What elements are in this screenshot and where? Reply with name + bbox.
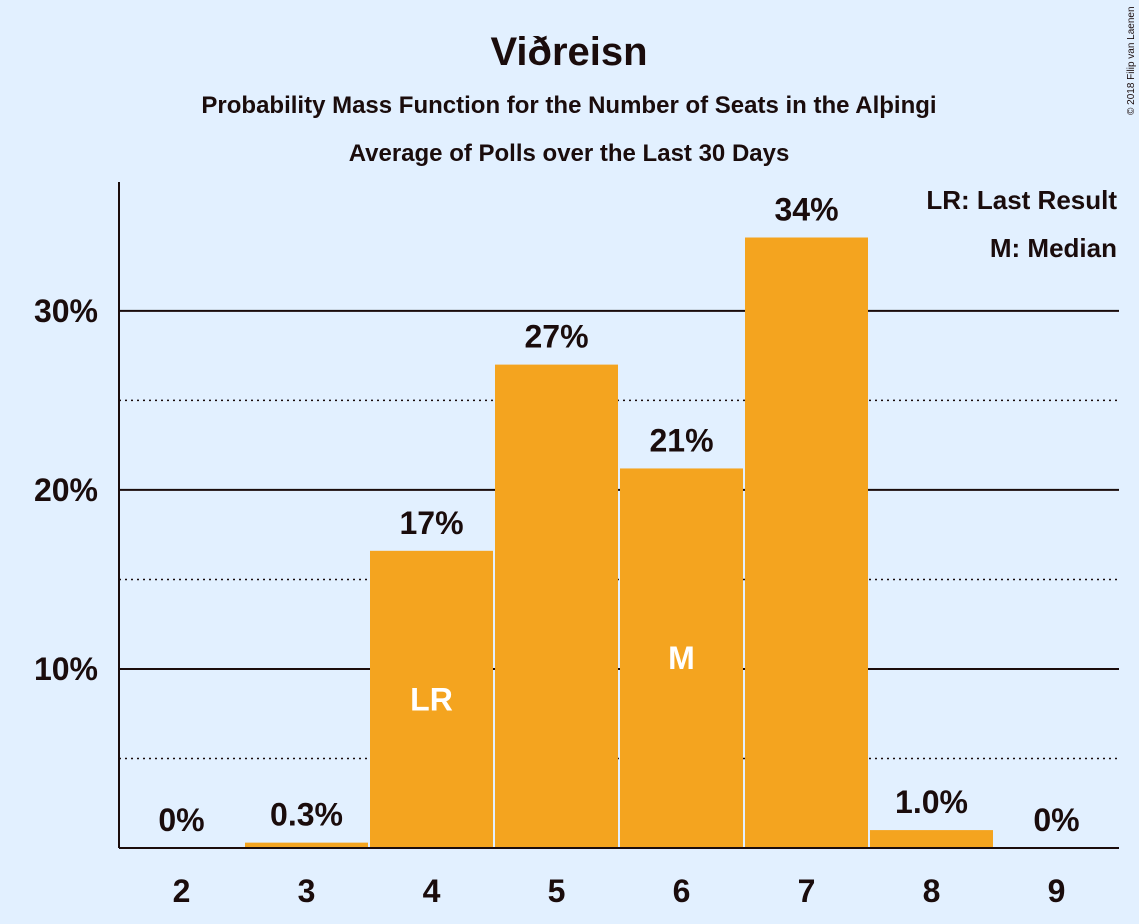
bar-seats-5: [495, 364, 618, 848]
x-axis-ticks: 2 3 4 5 6 7 8 9: [173, 873, 1066, 909]
data-label-seats-6: 21%: [649, 422, 713, 458]
x-tick-label: 2: [173, 873, 191, 909]
data-labels: 0% 0.3% 17% LR 27% 21% M 34% 1.0% 0%: [158, 192, 1079, 839]
bars: [245, 237, 993, 848]
x-tick-label: 9: [1048, 873, 1066, 909]
x-tick-label: 3: [298, 873, 316, 909]
y-axis-ticks: 10% 20% 30%: [34, 293, 98, 687]
x-tick-label: 4: [423, 873, 441, 909]
bar-seats-6: [620, 468, 743, 848]
axes: [118, 182, 1119, 849]
x-tick-label: 8: [923, 873, 941, 909]
bar-seats-7: [745, 237, 868, 848]
data-label-seats-5: 27%: [524, 319, 588, 355]
chart-subtitle-2: Average of Polls over the Last 30 Days: [349, 140, 790, 167]
bar-seats-4: [370, 550, 493, 848]
y-tick-label: 10%: [34, 651, 98, 687]
chart-subtitle: Probability Mass Function for the Number…: [201, 92, 936, 119]
bar-marker-m: M: [668, 640, 695, 676]
data-label-seats-2: 0%: [158, 802, 204, 838]
data-label-seats-8: 1.0%: [895, 784, 968, 820]
data-label-seats-7: 34%: [774, 192, 838, 228]
bar-marker-lr: LR: [410, 681, 453, 717]
gridlines: [119, 309, 1119, 760]
legend: LR: Last Result M: Median: [926, 185, 1117, 263]
bar-seats-3: [245, 842, 368, 848]
bar-seats-8: [870, 830, 993, 848]
data-label-seats-4: 17%: [399, 505, 463, 541]
chart-title: Viðreisn: [490, 30, 647, 74]
legend-median: M: Median: [990, 233, 1117, 263]
data-label-seats-3: 0.3%: [270, 797, 343, 833]
y-tick-label: 30%: [34, 293, 98, 329]
data-label-seats-9: 0%: [1033, 802, 1079, 838]
legend-last-result: LR: Last Result: [926, 185, 1117, 215]
credit-text: © 2018 Filip van Laenen: [1126, 6, 1137, 115]
y-tick-label: 20%: [34, 472, 98, 508]
x-tick-label: 7: [798, 873, 816, 909]
x-tick-label: 5: [548, 873, 566, 909]
x-tick-label: 6: [673, 873, 691, 909]
